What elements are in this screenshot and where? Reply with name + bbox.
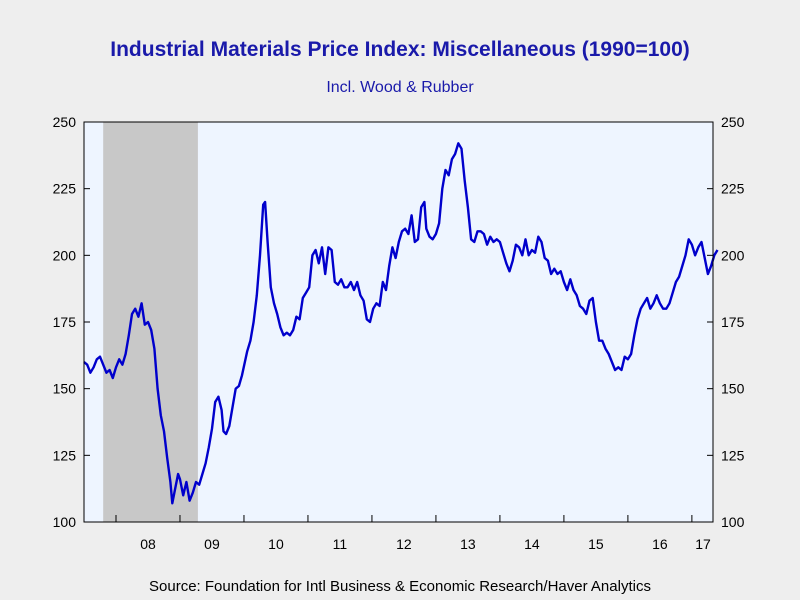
y-tick-label-right: 200 [721, 247, 745, 263]
x-tick-label: 11 [333, 536, 348, 552]
y-tick-label-left: 250 [53, 114, 77, 130]
y-tick-label-left: 175 [53, 314, 77, 330]
chart-title: Industrial Materials Price Index: Miscel… [110, 38, 690, 61]
y-tick-label-left: 100 [53, 514, 77, 530]
chart-subtitle: Incl. Wood & Rubber [326, 79, 474, 96]
y-tick-label-left: 200 [53, 247, 77, 263]
y-tick-label-right: 100 [721, 514, 745, 530]
x-tick-label: 10 [268, 536, 284, 552]
y-tick-label-left: 150 [53, 381, 77, 397]
recession-band [103, 122, 198, 522]
y-tick-label-right: 175 [721, 314, 745, 330]
y-tick-label-right: 150 [721, 381, 745, 397]
x-tick-label: 09 [204, 536, 220, 552]
y-tick-label-right: 125 [721, 447, 745, 463]
x-tick-label: 15 [588, 536, 604, 552]
x-tick-label: 14 [524, 536, 540, 552]
x-tick-label: 12 [396, 536, 412, 552]
y-tick-label-right: 225 [721, 181, 745, 197]
series-line-0 [83, 142, 719, 505]
source-note: Source: Foundation for Intl Business & E… [149, 578, 651, 595]
y-tick-label-left: 225 [53, 181, 77, 197]
x-tick-label: 08 [140, 536, 156, 552]
x-tick-label: 13 [460, 536, 476, 552]
x-tick-label: 16 [652, 536, 668, 552]
y-tick-label-left: 125 [53, 447, 77, 463]
y-tick-label-right: 250 [721, 114, 745, 130]
x-tick-label: 17 [695, 536, 711, 552]
